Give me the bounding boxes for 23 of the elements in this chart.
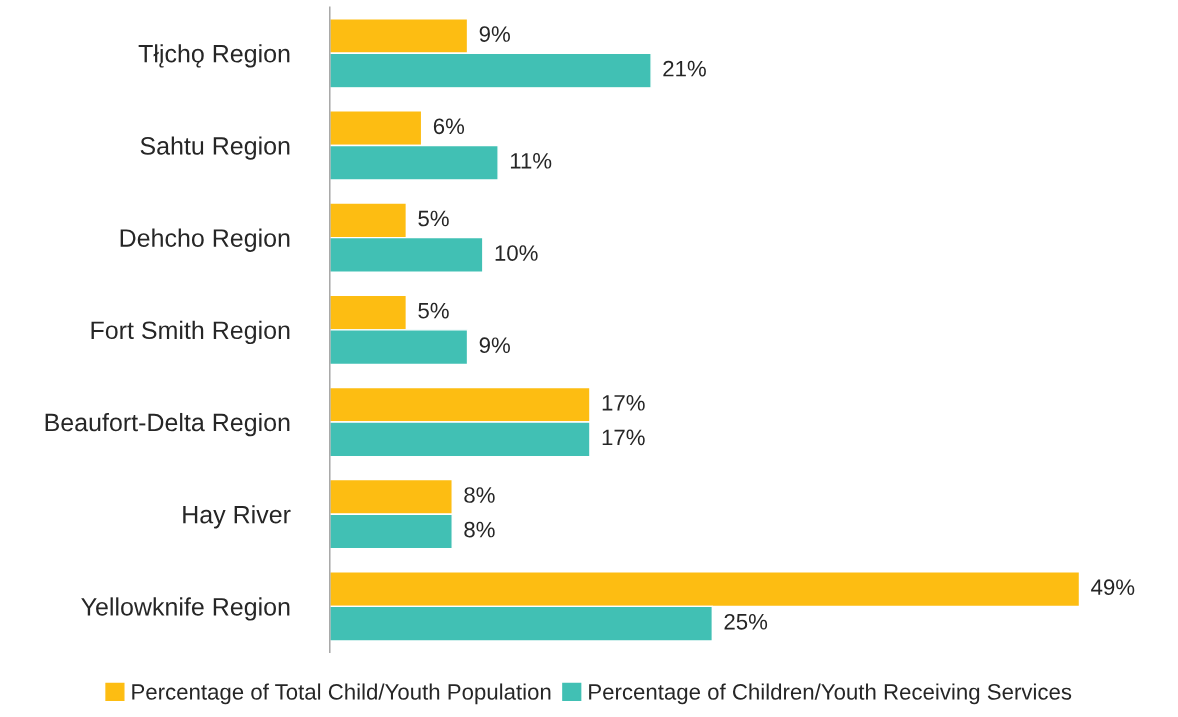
y-tick-label: Sahtu Region: [140, 136, 290, 160]
data-label: 9%: [479, 337, 510, 354]
y-tick-label: Dehcho Region: [120, 228, 290, 252]
data-label: 17%: [602, 395, 645, 411]
y-tick-label: Hay River: [183, 505, 291, 529]
data-label: 11%: [510, 153, 552, 169]
data-label: 8%: [464, 521, 495, 538]
data-label: 8%: [464, 487, 495, 503]
data-label: 6%: [433, 118, 465, 135]
data-label: 49%: [1091, 579, 1135, 596]
y-tick-label: Fort Smith Region: [91, 320, 290, 345]
data-label: 10%: [495, 245, 538, 261]
y-tick-label: Tłįchǫ Region: [138, 44, 290, 68]
data-label: 5%: [418, 210, 449, 227]
data-label: 9%: [479, 26, 510, 42]
data-label: 17%: [602, 429, 645, 446]
data-label: 21%: [663, 60, 706, 77]
data-label: 25%: [724, 613, 768, 630]
legend-label: Percentage of Children/Youth Receiving Services: [589, 683, 1072, 705]
data-label: 5%: [418, 302, 449, 319]
y-tick-label: Yellowknife Region: [81, 597, 290, 621]
legend-label: Percentage of Total Child/Youth Population: [132, 683, 551, 705]
y-tick-label: Beaufort-Delta Region: [45, 412, 290, 437]
